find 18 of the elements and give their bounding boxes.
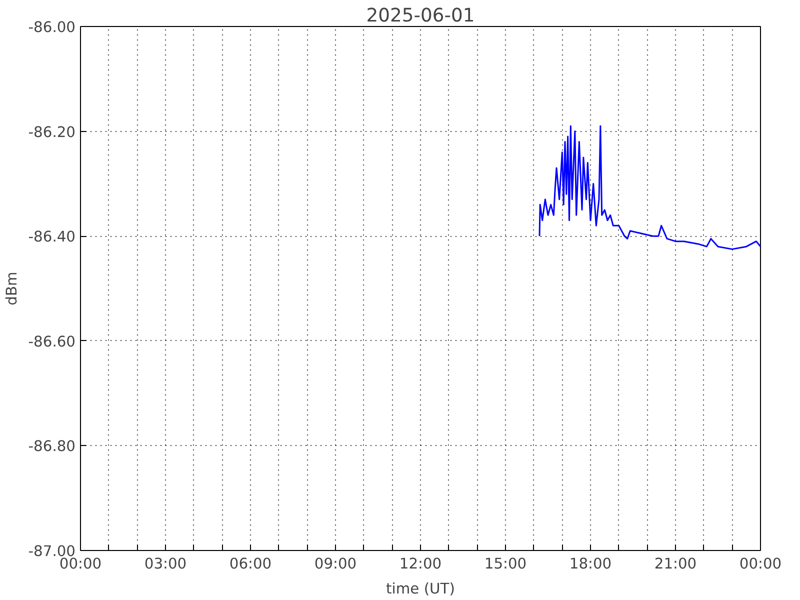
y-tick-label: -86.40 [28,228,76,246]
chart-title: 2025-06-01 [366,6,475,26]
x-axis-title: time (UT) [386,580,455,598]
y-tick-label: -86.60 [28,333,76,350]
line-series [538,125,760,250]
x-tick-label: 21:00 [654,556,697,572]
x-tick-label: 03:00 [144,556,187,572]
y-tick-label: -86.20 [28,124,76,141]
x-tick-label: 00:00 [59,556,102,572]
x-tick-label: 09:00 [314,556,357,572]
x-tick-label: 15:00 [484,556,527,572]
x-tick-label: 00:00 [739,556,782,572]
x-tick-label: 18:00 [569,556,612,572]
x-tick-label: 06:00 [229,556,272,572]
y-tick-label: -86.80 [28,438,76,456]
y-axis-title: dBm [3,272,20,306]
y-tick-label: -86.00 [28,19,76,36]
x-tick-label: 12:00 [399,556,442,572]
